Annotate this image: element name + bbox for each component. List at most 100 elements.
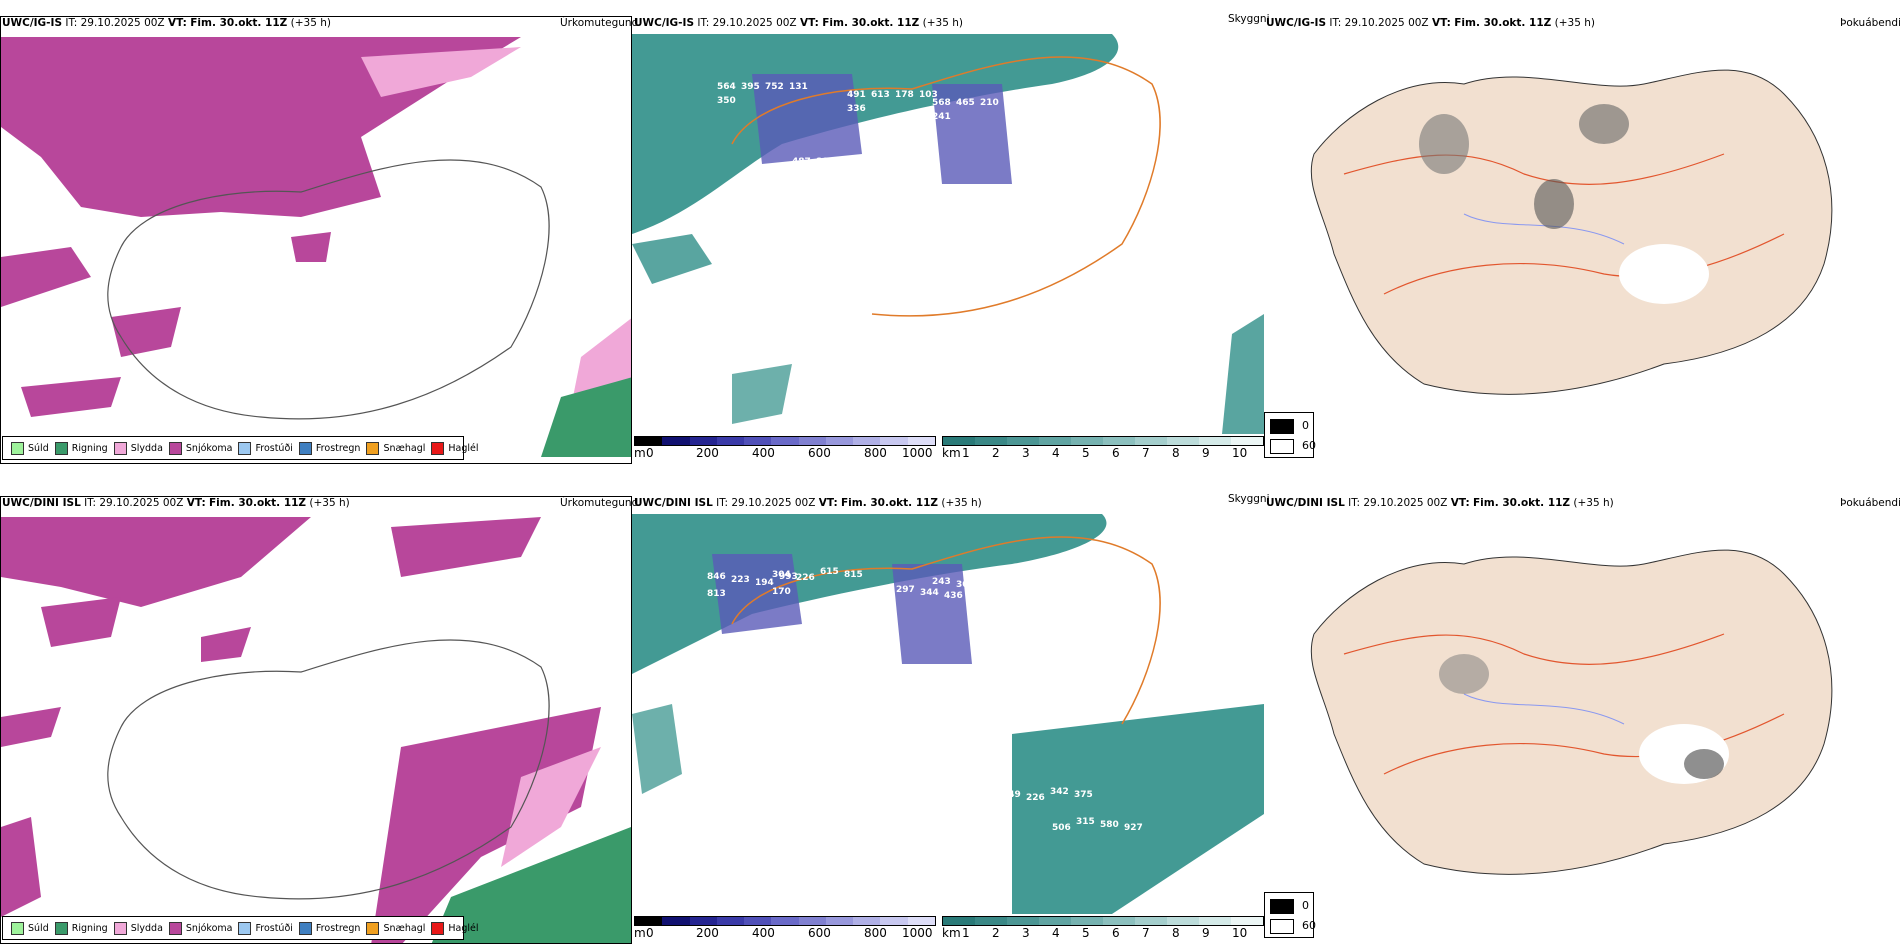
precip-type-legend-2: Súld Rigning Slydda Snjókoma Frostúði Fr… <box>2 916 479 940</box>
cloud-base-unit: m <box>634 446 646 460</box>
legend-swatch <box>113 921 127 935</box>
colorbar-segment <box>744 437 772 445</box>
colorbar-segment <box>943 917 975 925</box>
precip-number-label: 375 <box>1074 790 1093 800</box>
colorbar-segment <box>716 917 745 925</box>
legend-swatch <box>366 921 380 935</box>
snow-area <box>41 597 121 647</box>
legend-swatch <box>113 441 127 455</box>
road-network <box>1343 633 1725 665</box>
legend-item: Frostúði <box>238 921 293 935</box>
precip-number-label: 199 <box>904 243 923 253</box>
precip-number-label: 549 <box>1002 790 1021 800</box>
snow-area <box>21 377 121 417</box>
tick: 3 <box>1022 926 1030 940</box>
legend-item: Frostregn <box>298 921 360 935</box>
fog-legend-high-value: 0 <box>1302 419 1309 432</box>
fog-map-1 <box>1264 34 1900 464</box>
colorbar-segment <box>662 437 690 445</box>
colorbar-segment <box>975 437 1007 445</box>
precip-number-label: 216 <box>1124 120 1143 130</box>
colorbar-segment <box>635 437 663 445</box>
legend-item: Slydda <box>113 441 163 455</box>
tick: 2 <box>992 926 1000 940</box>
colorbar-segment <box>1135 437 1167 445</box>
legend-item: Snæhagl <box>366 441 425 455</box>
tick: 5 <box>1082 446 1090 460</box>
precip-number-label: 350 <box>717 96 736 106</box>
tick: 1 <box>962 926 970 940</box>
tick: 10 <box>1232 446 1248 460</box>
colorbar-segment <box>1007 437 1039 445</box>
precip-number-label: 194 <box>755 578 774 588</box>
precip-type-map-2-svg <box>1 517 631 943</box>
precip-number-label: 336 <box>847 104 866 114</box>
fog-legend-low-value: 60 <box>1302 919 1316 932</box>
legend-item: Snjókoma <box>168 921 232 935</box>
colorbar-segment <box>853 437 881 445</box>
colorbar-segment <box>1167 437 1199 445</box>
fog-area <box>1579 104 1629 144</box>
low-cloud-area <box>632 34 1119 234</box>
precip-number-label: 709 <box>824 857 843 867</box>
fog-legend-low-value: 60 <box>1302 439 1316 452</box>
colorbar-segment <box>1071 917 1103 925</box>
snow-area <box>291 232 331 262</box>
fog-area <box>1534 179 1574 229</box>
tick: 8 <box>1172 446 1180 460</box>
precip-number-label: 344 <box>920 588 939 598</box>
tick: 6 <box>1112 446 1120 460</box>
colorbar-segment <box>798 437 826 445</box>
colorbar-segment <box>689 437 717 445</box>
fog-legend-high-value: 0 <box>1302 899 1309 912</box>
precip-number-label: 956 <box>1076 120 1095 130</box>
precip-number-label: 193 <box>800 863 819 873</box>
tick: 800 <box>864 446 887 460</box>
fog-area <box>1684 749 1724 779</box>
panel-title-precip-type-2: UWC/DINI ISL IT: 29.10.2025 00Z VT: Fim.… <box>2 497 350 509</box>
precip-type-map-1-svg <box>1 37 631 457</box>
rain-area <box>431 827 631 943</box>
legend-swatch <box>298 921 312 935</box>
panel-name-visibility-1: Skyggni <box>1228 13 1270 25</box>
sleet-area <box>501 747 601 867</box>
tick: 9 <box>1202 446 1210 460</box>
legend-item: Snjókoma <box>168 441 232 455</box>
precip-number-label: 210 <box>980 98 999 108</box>
rain-area <box>541 377 631 457</box>
precip-number-label: 802 <box>816 157 835 167</box>
visibility-map-2-svg: 846 304 152 243 549 506 728 223 226 297 306 226 315 8… <box>632 514 1264 914</box>
legend-item: Snæhagl <box>366 921 425 935</box>
precip-number-label: 580 <box>1100 820 1119 830</box>
fog-legend-swatch-low <box>1270 919 1294 934</box>
precip-number-label: 138 <box>980 583 999 593</box>
legend-item: Haglél <box>431 921 479 935</box>
precip-number-label: 997 <box>872 599 891 609</box>
iceland-outline <box>107 639 550 900</box>
legend-item: Frostúði <box>238 441 293 455</box>
colorbar-segment <box>771 917 799 925</box>
low-cloud-area <box>632 234 712 284</box>
precip-number-labels: 564 491 568 487 883 300 395 613 465 802 956 416 752 1… <box>717 82 1143 267</box>
precip-number-label: 615 <box>820 567 839 577</box>
tick: 10 <box>1232 926 1248 940</box>
panel-name-fog-1: Þokuábendi <box>1840 17 1900 29</box>
colorbar-segment <box>771 437 799 445</box>
colorbar-segment <box>1103 917 1135 925</box>
visibility-map-1: 564 491 568 487 883 300 395 613 465 802 956 416 752 1… <box>632 34 1264 434</box>
legend-item: Rigning <box>54 921 108 935</box>
tick: 8 <box>1172 926 1180 940</box>
colorbar-segment <box>1071 437 1103 445</box>
colorbar-segment <box>1199 437 1231 445</box>
colorbar-segment <box>1231 437 1263 445</box>
precip-number-label: 304 <box>772 570 791 580</box>
cloud-base-area <box>932 84 1012 184</box>
precip-number-labels: 846 304 152 243 549 506 728 223 226 297 306 226 315 8… <box>707 567 1143 873</box>
legend-item: Slydda <box>113 921 163 935</box>
precip-number-label: 181 <box>864 157 883 167</box>
panel-name-visibility-2: Skyggni <box>1228 493 1270 505</box>
colorbar-segment <box>689 917 717 925</box>
panel-title-fog-2: UWC/DINI ISL IT: 29.10.2025 00Z VT: Fim.… <box>1266 497 1614 509</box>
legend-swatch <box>238 441 252 455</box>
precip-number-label: 993 <box>779 572 798 582</box>
